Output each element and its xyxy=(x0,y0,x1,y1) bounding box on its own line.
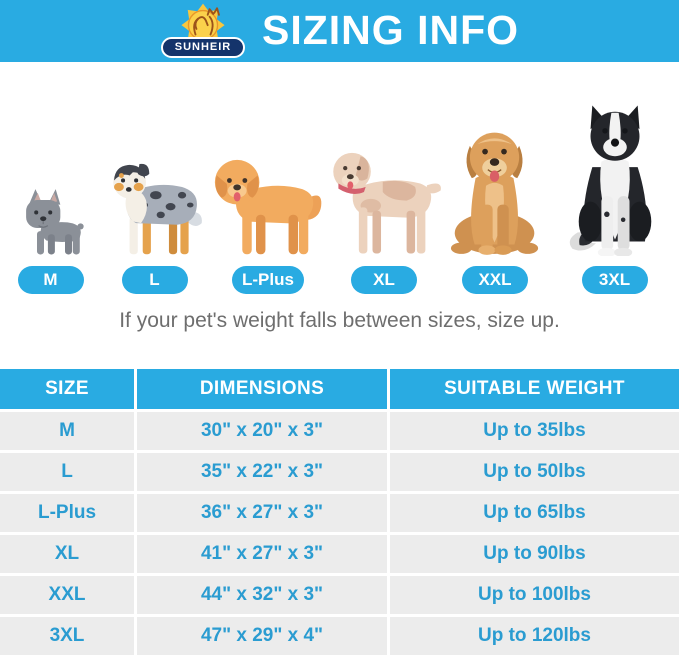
size-column-xl: XL xyxy=(328,146,441,294)
brand-logo: SUNHEIR xyxy=(160,1,246,61)
size-column-3xl: 3XL xyxy=(550,100,679,294)
golden-retriever-standing-icon xyxy=(214,159,322,255)
dimensions-cell: 30" x 20" x 3" xyxy=(137,412,387,450)
dimensions-cell: 35" x 22" x 3" xyxy=(137,453,387,491)
size-badge-m: M xyxy=(17,266,84,294)
size-column-l: L xyxy=(101,159,208,294)
column-header-size: SIZE xyxy=(0,369,134,409)
french-bulldog-icon xyxy=(25,189,84,255)
size-column-m: M xyxy=(0,186,101,294)
dimensions-cell: 47" x 29" x 4" xyxy=(137,617,387,655)
table-row-xl: XL 41" x 27" x 3" Up to 90lbs xyxy=(0,535,679,573)
dog-size-lineup: M xyxy=(0,62,679,294)
weight-cell: Up to 35lbs xyxy=(390,412,679,450)
size-badge-xl: XL xyxy=(351,266,417,294)
dimensions-cell: 41" x 27" x 3" xyxy=(137,535,387,573)
table-row-xxl: XXL 44" x 32" x 3" Up to 100lbs xyxy=(0,576,679,614)
brand-name: SUNHEIR xyxy=(161,37,245,58)
size-badge-l-plus: L-Plus xyxy=(232,266,304,294)
page-title: SIZING INFO xyxy=(262,6,519,53)
column-header-weight: SUITABLE WEIGHT xyxy=(390,369,679,409)
table-row-l-plus: L-Plus 36" x 27" x 3" Up to 65lbs xyxy=(0,494,679,532)
table-row-m: M 30" x 20" x 3" Up to 35lbs xyxy=(0,412,679,450)
australian-shepherd-icon xyxy=(112,163,202,255)
border-collie-sitting-icon xyxy=(569,105,651,256)
size-cell: 3XL xyxy=(0,617,134,655)
dimensions-cell: 36" x 27" x 3" xyxy=(137,494,387,532)
size-cell: M xyxy=(0,412,134,450)
sunburst-dogs-icon xyxy=(181,3,225,47)
weight-cell: Up to 50lbs xyxy=(390,453,679,491)
table-header-row: SIZE DIMENSIONS SUITABLE WEIGHT xyxy=(0,369,679,409)
column-header-dimensions: DIMENSIONS xyxy=(137,369,387,409)
labrador-standing-icon xyxy=(333,152,441,254)
size-column-xxl: XXL xyxy=(440,123,550,294)
weight-cell: Up to 90lbs xyxy=(390,535,679,573)
size-cell: L xyxy=(0,453,134,491)
size-badge-3xl: 3XL xyxy=(581,266,648,294)
dimensions-cell: 44" x 32" x 3" xyxy=(137,576,387,614)
weight-cell: Up to 65lbs xyxy=(390,494,679,532)
size-table: SIZE DIMENSIONS SUITABLE WEIGHT M 30" x … xyxy=(0,369,679,655)
table-row-l: L 35" x 22" x 3" Up to 50lbs xyxy=(0,453,679,491)
weight-cell: Up to 100lbs xyxy=(390,576,679,614)
size-cell: L-Plus xyxy=(0,494,134,532)
sizing-note: If your pet's weight falls between sizes… xyxy=(119,309,560,332)
size-column-l-plus: L-Plus xyxy=(208,153,328,294)
size-badge-l: L xyxy=(121,266,188,294)
table-row-3xl: 3XL 47" x 29" x 4" Up to 120lbs xyxy=(0,617,679,655)
weight-cell: Up to 120lbs xyxy=(390,617,679,655)
size-badge-xxl: XXL xyxy=(462,266,528,294)
header-bar: SUNHEIR SIZING INFO xyxy=(0,0,679,62)
size-cell: XXL xyxy=(0,576,134,614)
size-cell: XL xyxy=(0,535,134,573)
golden-retriever-sitting-icon xyxy=(450,132,539,255)
